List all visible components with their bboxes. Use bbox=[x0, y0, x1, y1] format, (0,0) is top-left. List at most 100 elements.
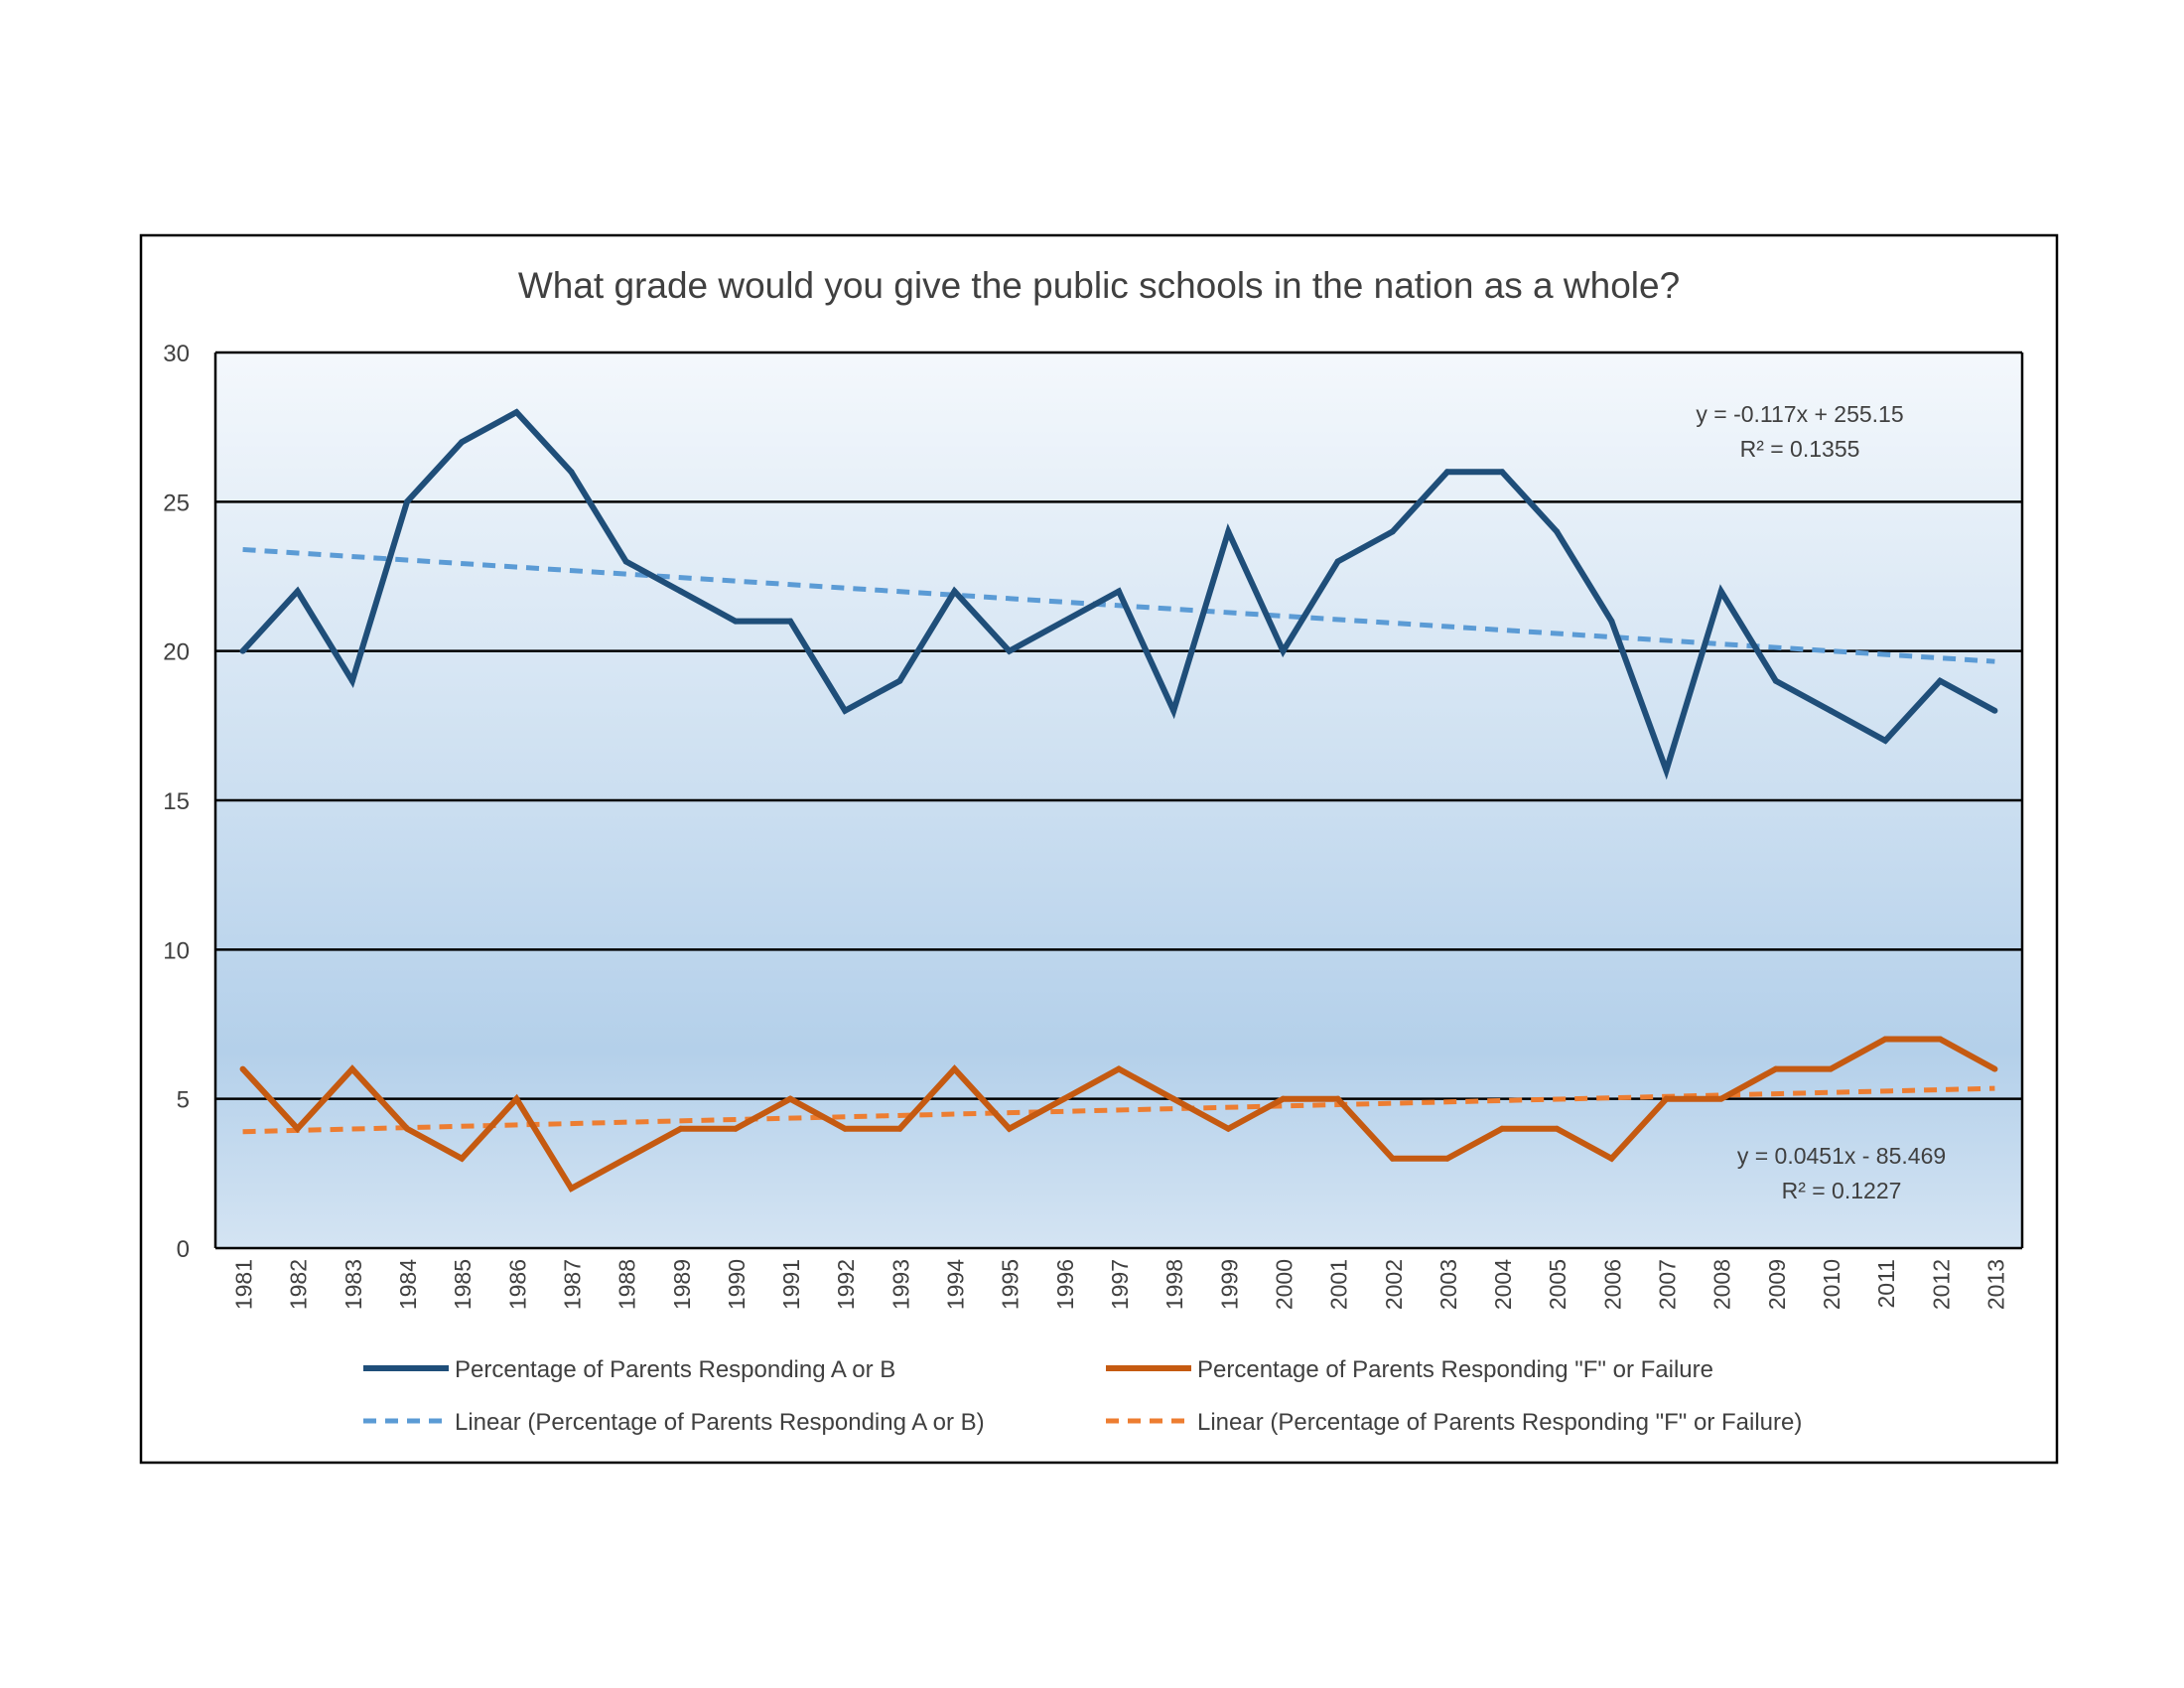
point-a-or-b-1991 bbox=[787, 618, 794, 625]
x-tick-label-2000: 2000 bbox=[1271, 1259, 1297, 1310]
x-tick-label-1989: 1989 bbox=[669, 1259, 695, 1310]
point-a-or-b-2000 bbox=[1280, 647, 1287, 654]
y-tick-label-0: 0 bbox=[177, 1236, 190, 1263]
point-a-or-b-2002 bbox=[1389, 528, 1396, 535]
point-a-or-b-1982 bbox=[294, 588, 301, 595]
point-f-or-failure-2001 bbox=[1334, 1095, 1341, 1102]
x-tick-label-2010: 2010 bbox=[1819, 1259, 1844, 1310]
point-a-or-b-1989 bbox=[677, 588, 684, 595]
legend-item-trend-a-or-b: Linear (Percentage of Parents Responding… bbox=[363, 1409, 985, 1436]
point-f-or-failure-1998 bbox=[1170, 1095, 1177, 1102]
point-f-or-failure-1984 bbox=[404, 1125, 411, 1132]
point-a-or-b-1999 bbox=[1225, 528, 1232, 535]
point-a-or-b-2010 bbox=[1827, 707, 1834, 714]
chart-title: What grade would you give the public sch… bbox=[518, 265, 1680, 306]
trendline-annotation-f-or-failure: y = 0.0451x - 85.469 R² = 0.1227 bbox=[1737, 1143, 1946, 1203]
x-tick-label-2003: 2003 bbox=[1435, 1259, 1461, 1310]
x-tick-label-1990: 1990 bbox=[724, 1259, 750, 1310]
trendline-annotation-a-or-b: y = -0.117x + 255.15 R² = 0.1355 bbox=[1696, 401, 1903, 462]
x-tick-label-2009: 2009 bbox=[1764, 1259, 1790, 1310]
point-a-or-b-1995 bbox=[1006, 647, 1013, 654]
x-tick-label-2004: 2004 bbox=[1490, 1259, 1516, 1310]
point-f-or-failure-2005 bbox=[1554, 1125, 1561, 1132]
point-a-or-b-1996 bbox=[1060, 618, 1067, 625]
trend-r2-a-or-b: R² = 0.1355 bbox=[1740, 436, 1860, 462]
point-f-or-failure-1981 bbox=[239, 1065, 246, 1072]
legend-label-trend-f-or-failure: Linear (Percentage of Parents Responding… bbox=[1197, 1409, 1802, 1436]
point-a-or-b-2012 bbox=[1937, 677, 1944, 684]
x-tick-label-1986: 1986 bbox=[504, 1259, 530, 1310]
point-f-or-failure-1999 bbox=[1225, 1125, 1232, 1132]
x-tick-label-1995: 1995 bbox=[998, 1259, 1024, 1310]
x-tick-label-1983: 1983 bbox=[341, 1259, 366, 1310]
x-tick-label-1997: 1997 bbox=[1107, 1259, 1133, 1310]
x-tick-label-1998: 1998 bbox=[1161, 1259, 1187, 1310]
point-f-or-failure-2012 bbox=[1937, 1036, 1944, 1043]
point-a-or-b-1994 bbox=[951, 588, 958, 595]
point-f-or-failure-1997 bbox=[1116, 1065, 1122, 1072]
x-tick-label-1987: 1987 bbox=[559, 1259, 585, 1310]
point-a-or-b-1990 bbox=[732, 618, 739, 625]
x-tick-label-1999: 1999 bbox=[1216, 1259, 1242, 1310]
point-f-or-failure-1982 bbox=[294, 1125, 301, 1132]
point-a-or-b-1984 bbox=[404, 498, 411, 505]
x-tick-label-1993: 1993 bbox=[887, 1259, 913, 1310]
x-tick-label-2013: 2013 bbox=[1982, 1259, 2008, 1310]
x-tick-label-2005: 2005 bbox=[1545, 1259, 1570, 1310]
point-f-or-failure-2006 bbox=[1608, 1155, 1615, 1162]
trend-r2-f-or-failure: R² = 0.1227 bbox=[1782, 1178, 1902, 1203]
legend-item-trend-f-or-failure: Linear (Percentage of Parents Responding… bbox=[1106, 1409, 1802, 1436]
point-f-or-failure-1987 bbox=[568, 1185, 575, 1192]
point-a-or-b-1998 bbox=[1170, 707, 1177, 714]
point-a-or-b-2007 bbox=[1663, 767, 1670, 774]
x-tick-label-1991: 1991 bbox=[778, 1259, 804, 1310]
point-f-or-failure-2007 bbox=[1663, 1095, 1670, 1102]
point-f-or-failure-2009 bbox=[1772, 1065, 1779, 1072]
point-a-or-b-1997 bbox=[1116, 588, 1122, 595]
point-f-or-failure-2011 bbox=[1882, 1036, 1889, 1043]
point-f-or-failure-2008 bbox=[1717, 1095, 1724, 1102]
point-f-or-failure-2000 bbox=[1280, 1095, 1287, 1102]
point-f-or-failure-1986 bbox=[513, 1095, 520, 1102]
point-a-or-b-1983 bbox=[348, 677, 355, 684]
trend-equation-a-or-b: y = -0.117x + 255.15 bbox=[1696, 401, 1903, 427]
x-tick-label-1984: 1984 bbox=[395, 1259, 421, 1310]
x-tick-label-2007: 2007 bbox=[1655, 1259, 1681, 1310]
y-tick-label-5: 5 bbox=[177, 1087, 190, 1114]
point-f-or-failure-2013 bbox=[1991, 1065, 1998, 1072]
point-a-or-b-2008 bbox=[1717, 588, 1724, 595]
gridlines bbox=[215, 500, 2022, 1100]
point-a-or-b-1986 bbox=[513, 409, 520, 416]
x-tick-label-2012: 2012 bbox=[1928, 1259, 1954, 1310]
point-a-or-b-1988 bbox=[622, 558, 629, 565]
x-tick-label-1985: 1985 bbox=[450, 1259, 476, 1310]
legend-label-a-or-b: Percentage of Parents Responding A or B bbox=[455, 1356, 895, 1383]
x-tick-label-1994: 1994 bbox=[943, 1259, 969, 1310]
point-f-or-failure-2010 bbox=[1827, 1065, 1834, 1072]
point-f-or-failure-1994 bbox=[951, 1065, 958, 1072]
x-tick-label-2011: 2011 bbox=[1873, 1259, 1899, 1308]
x-tick-label-1981: 1981 bbox=[231, 1259, 257, 1310]
point-f-or-failure-2003 bbox=[1443, 1155, 1450, 1162]
x-tick-label-2002: 2002 bbox=[1381, 1259, 1407, 1310]
point-f-or-failure-1996 bbox=[1060, 1095, 1067, 1102]
x-tick-label-1982: 1982 bbox=[286, 1259, 312, 1310]
point-f-or-failure-1990 bbox=[732, 1125, 739, 1132]
point-a-or-b-1993 bbox=[896, 677, 903, 684]
trend-equation-f-or-failure: y = 0.0451x - 85.469 bbox=[1737, 1143, 1946, 1169]
x-axis-tick-labels: 1981 1982 1983 1984 1985 1986 1987 1988 1989 1990… bbox=[231, 1259, 2009, 1310]
point-f-or-failure-1992 bbox=[842, 1125, 849, 1132]
x-tick-label-1996: 1996 bbox=[1052, 1259, 1078, 1310]
point-a-or-b-2013 bbox=[1991, 707, 1998, 714]
point-f-or-failure-1983 bbox=[348, 1065, 355, 1072]
point-a-or-b-1981 bbox=[239, 647, 246, 654]
point-f-or-failure-1988 bbox=[622, 1155, 629, 1162]
point-f-or-failure-1985 bbox=[459, 1155, 466, 1162]
trendline-a-or-b bbox=[242, 546, 1995, 664]
x-tick-label-1988: 1988 bbox=[614, 1259, 640, 1310]
point-f-or-failure-2004 bbox=[1499, 1125, 1506, 1132]
point-a-or-b-2009 bbox=[1772, 677, 1779, 684]
legend-item-f-or-failure: Percentage of Parents Responding "F" or … bbox=[1106, 1356, 1713, 1383]
point-f-or-failure-1993 bbox=[896, 1125, 903, 1132]
